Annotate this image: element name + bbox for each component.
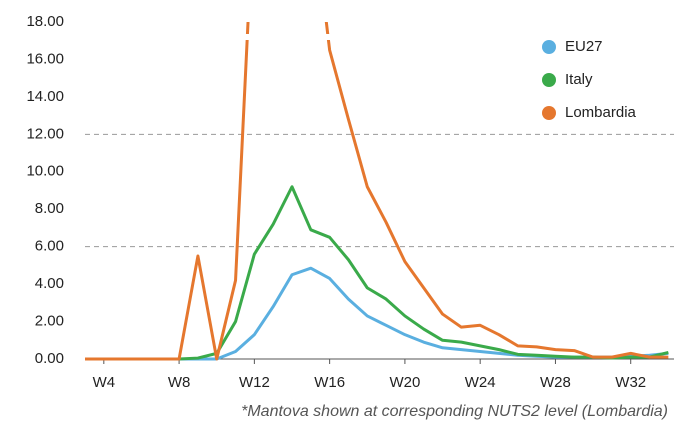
x-tick-label: W16 <box>314 374 345 391</box>
x-tick-label: W12 <box>239 374 270 391</box>
grid <box>85 133 674 364</box>
plot-area <box>85 22 674 361</box>
legend-label: Lombardia <box>565 104 637 121</box>
y-tick-label: 14.00 <box>26 88 64 105</box>
legend-label: EU27 <box>565 38 603 55</box>
axis-break <box>85 34 674 40</box>
x-tick-label: W4 <box>93 374 116 391</box>
series-line <box>85 22 669 361</box>
y-tick-label: 8.00 <box>35 200 64 217</box>
x-tick-label: W24 <box>465 374 496 391</box>
legend-marker <box>542 40 556 54</box>
series-line <box>85 266 669 361</box>
y-tick-label: 18.00 <box>26 13 64 30</box>
legend-label: Italy <box>565 71 593 88</box>
x-tick-label: W28 <box>540 374 571 391</box>
y-tick-label: 4.00 <box>35 275 64 292</box>
y-tick-label: 10.00 <box>26 163 64 180</box>
y-tick-label: 6.00 <box>35 238 64 255</box>
x-tick-label: W32 <box>615 374 646 391</box>
y-tick-label: 12.00 <box>26 125 64 142</box>
y-tick-label: 16.00 <box>26 50 64 67</box>
x-tick-label: W20 <box>389 374 420 391</box>
y-tick-label: 2.00 <box>35 313 64 330</box>
series-line <box>85 185 669 361</box>
x-tick-label: W8 <box>168 374 191 391</box>
footnote: *Mantova shown at corresponding NUTS2 le… <box>241 403 668 420</box>
legend-marker <box>542 106 556 120</box>
legend-marker <box>542 73 556 87</box>
y-tick-label: 0.00 <box>35 350 64 367</box>
